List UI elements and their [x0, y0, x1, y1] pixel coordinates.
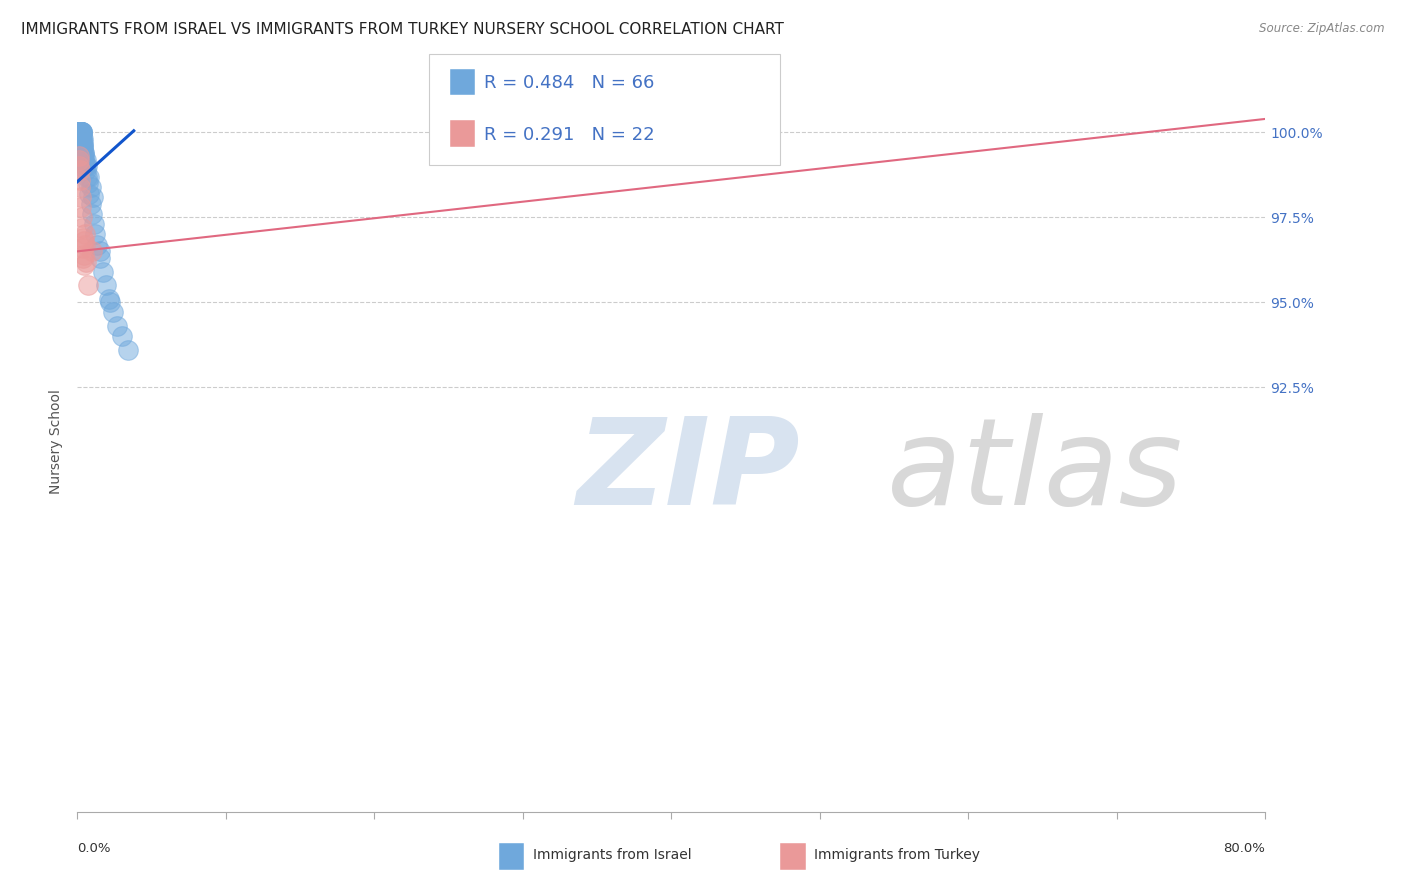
Point [67, 149, 90, 163]
Point [72, 145, 94, 160]
Text: IMMIGRANTS FROM ISRAEL VS IMMIGRANTS FROM TURKEY NURSERY SCHOOL CORRELATION CHAR: IMMIGRANTS FROM ISRAEL VS IMMIGRANTS FRO… [21, 22, 785, 37]
Point [75, 237, 97, 252]
Point [70, 126, 93, 140]
Point [70, 211, 93, 225]
Point [77, 169, 100, 184]
Point [73, 149, 96, 163]
Point [69, 179, 91, 194]
Point [69, 190, 91, 204]
Point [67, 126, 90, 140]
Point [72, 139, 94, 153]
Point [72, 234, 94, 248]
Point [70, 128, 93, 143]
Point [69, 173, 91, 187]
Point [76, 160, 98, 174]
Point [73, 145, 96, 160]
Point [69, 126, 91, 140]
Point [82, 207, 104, 221]
Point [72, 231, 94, 245]
Point [73, 227, 96, 242]
Point [67, 126, 90, 140]
Point [75, 254, 97, 268]
Point [70, 220, 93, 235]
Point [69, 126, 91, 140]
Point [77, 186, 100, 201]
Point [97, 292, 120, 306]
Point [75, 153, 97, 167]
Point [86, 237, 108, 252]
Text: atlas: atlas [576, 413, 1182, 530]
Point [73, 248, 96, 262]
Point [72, 251, 94, 265]
Point [76, 177, 98, 191]
Text: 80.0%: 80.0% [1223, 842, 1265, 855]
Point [70, 126, 93, 140]
Y-axis label: Nursery School: Nursery School [49, 389, 63, 494]
Point [80, 179, 103, 194]
Point [67, 126, 90, 140]
Point [72, 139, 94, 153]
Point [67, 126, 90, 140]
Point [69, 126, 91, 140]
Point [69, 126, 91, 140]
Text: ZIP: ZIP [576, 413, 800, 530]
Point [72, 143, 94, 157]
Point [69, 162, 91, 177]
Point [76, 278, 98, 293]
Point [98, 295, 121, 310]
Point [70, 132, 93, 146]
Point [107, 319, 129, 334]
Text: Source: ZipAtlas.com: Source: ZipAtlas.com [1260, 22, 1385, 36]
Point [69, 126, 91, 140]
Point [75, 162, 97, 177]
Point [67, 153, 90, 167]
Point [67, 126, 90, 140]
Point [67, 126, 90, 140]
Point [69, 126, 91, 140]
Point [69, 128, 91, 143]
Text: Immigrants from Israel: Immigrants from Israel [533, 848, 692, 863]
Point [72, 241, 94, 255]
Point [76, 169, 98, 184]
Text: R = 0.291   N = 22: R = 0.291 N = 22 [484, 126, 654, 144]
Point [70, 126, 93, 140]
Text: R = 0.484   N = 66: R = 0.484 N = 66 [484, 74, 654, 92]
Point [89, 244, 111, 259]
Point [82, 190, 104, 204]
Point [67, 126, 90, 140]
Point [101, 305, 124, 319]
Point [69, 126, 91, 140]
Point [84, 227, 107, 242]
Point [69, 126, 91, 140]
Point [70, 126, 93, 140]
Point [89, 251, 111, 265]
Point [73, 156, 96, 170]
Point [69, 126, 91, 140]
Point [83, 217, 105, 231]
Text: 0.0%: 0.0% [77, 842, 111, 855]
Point [69, 126, 91, 140]
Point [94, 278, 117, 293]
Point [70, 200, 93, 214]
Point [72, 132, 94, 146]
Point [80, 196, 103, 211]
Point [70, 126, 93, 140]
Point [82, 244, 104, 259]
Point [67, 126, 90, 140]
Point [70, 126, 93, 140]
Point [111, 329, 134, 343]
Point [661, 115, 683, 129]
Point [67, 160, 90, 174]
Point [67, 126, 90, 140]
Point [73, 258, 96, 272]
Point [70, 126, 93, 140]
Point [70, 126, 93, 140]
Point [117, 343, 139, 357]
Text: Immigrants from Turkey: Immigrants from Turkey [814, 848, 980, 863]
Point [75, 160, 97, 174]
Point [72, 136, 94, 150]
Point [73, 153, 96, 167]
Point [70, 126, 93, 140]
Point [91, 265, 114, 279]
